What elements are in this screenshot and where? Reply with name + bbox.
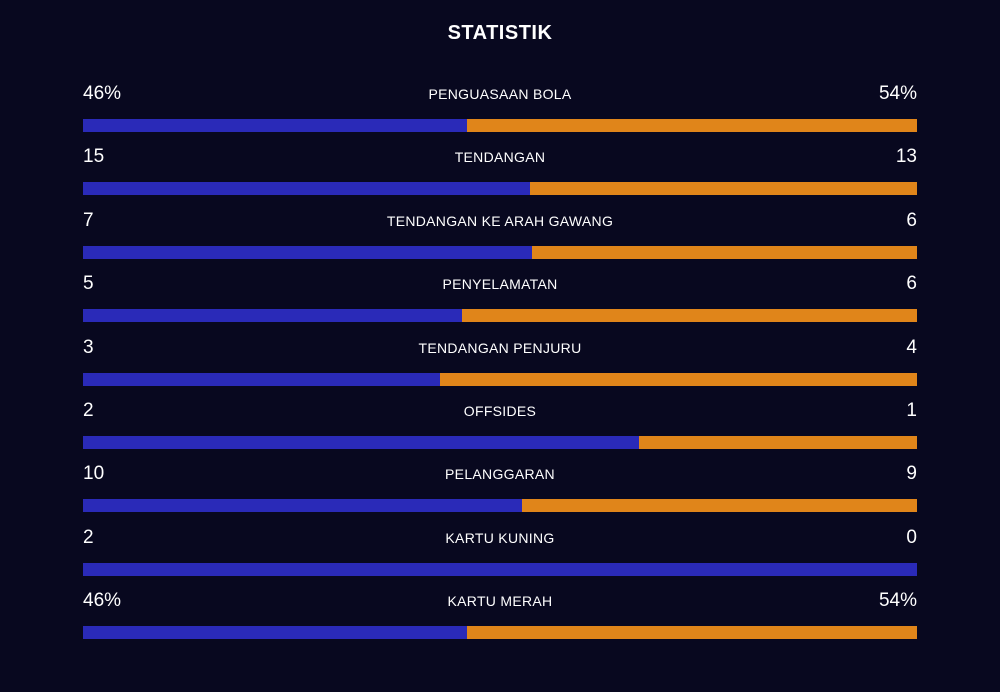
away-value: 13 (895, 146, 917, 168)
comparison-bar (83, 119, 917, 132)
home-bar-segment (83, 182, 530, 196)
home-bar-segment (83, 119, 467, 132)
stats-list: 46% PENGUASAAN BOLA 54% 15 TENDANGAN 13 … (83, 80, 917, 651)
stat-label: PENGUASAAN BOLA (428, 86, 572, 102)
home-value: 5 (83, 273, 94, 295)
stat-row-corners: 3 TENDANGAN PENJURU 4 (83, 334, 917, 397)
stat-label: TENDANGAN KE ARAH GAWANG (386, 212, 614, 229)
away-bar-segment (462, 309, 917, 323)
away-value: 0 (906, 526, 917, 548)
comparison-bar (83, 245, 917, 259)
stat-label: KARTU MERAH (447, 593, 553, 610)
away-value: 1 (906, 399, 917, 421)
away-bar-segment (529, 182, 917, 196)
stat-row-saves: 5 PENYELAMATAN 6 (83, 270, 917, 333)
home-bar-segment (83, 499, 522, 513)
away-bar-segment (466, 626, 917, 640)
away-value: 6 (906, 209, 917, 231)
home-value: 46% (83, 83, 122, 104)
comparison-bar (83, 435, 917, 449)
away-bar-segment (638, 435, 917, 449)
stat-label: PENYELAMATAN (442, 276, 558, 293)
stat-label: PELANGGARAN (445, 466, 555, 483)
comparison-bar (83, 309, 917, 323)
comparison-bar (83, 499, 917, 513)
stat-row-shots: 15 TENDANGAN 13 (83, 143, 917, 206)
stats-title: STATISTIK (447, 22, 553, 44)
stat-label: OFFSIDES (463, 402, 537, 419)
away-bar-segment (466, 119, 917, 132)
stat-row-red-cards: 46% KARTU MERAH 54% (83, 587, 917, 650)
stat-label: TENDANGAN PENJURU (418, 339, 582, 356)
home-bar-segment (83, 562, 917, 576)
stat-row-fouls: 10 PELANGGARAN 9 (83, 460, 917, 523)
away-value: 54% (878, 590, 917, 612)
home-value: 46% (83, 590, 122, 612)
stat-row-yellow-cards: 2 KARTU KUNING 0 (83, 524, 917, 587)
stat-label: TENDANGAN (454, 149, 546, 166)
home-value: 7 (83, 209, 94, 231)
away-value: 4 (906, 336, 917, 358)
stat-row-shots-on-target: 7 TENDANGAN KE ARAH GAWANG 6 (83, 207, 917, 270)
away-bar-segment (521, 499, 917, 513)
home-value: 10 (83, 463, 105, 485)
home-value: 3 (83, 336, 94, 358)
stat-row-ball-possession: 46% PENGUASAAN BOLA 54% (83, 80, 917, 143)
away-bar-segment (440, 372, 917, 386)
stat-label: KARTU KUNING (445, 529, 555, 546)
away-value: 54% (878, 83, 917, 104)
home-bar-segment (83, 309, 463, 323)
away-bar-segment (532, 245, 917, 259)
home-bar-segment (83, 372, 441, 386)
home-value: 2 (83, 399, 94, 421)
home-value: 15 (83, 146, 105, 168)
home-bar-segment (83, 626, 467, 640)
comparison-bar (83, 182, 917, 196)
comparison-bar (83, 626, 917, 640)
comparison-bar (83, 562, 917, 576)
home-bar-segment (83, 435, 639, 449)
home-value: 2 (83, 526, 94, 548)
stat-row-offsides: 2 OFFSIDES 1 (83, 397, 917, 460)
away-value: 6 (906, 273, 917, 295)
away-value: 9 (906, 463, 917, 485)
home-bar-segment (83, 245, 533, 259)
comparison-bar (83, 372, 917, 386)
